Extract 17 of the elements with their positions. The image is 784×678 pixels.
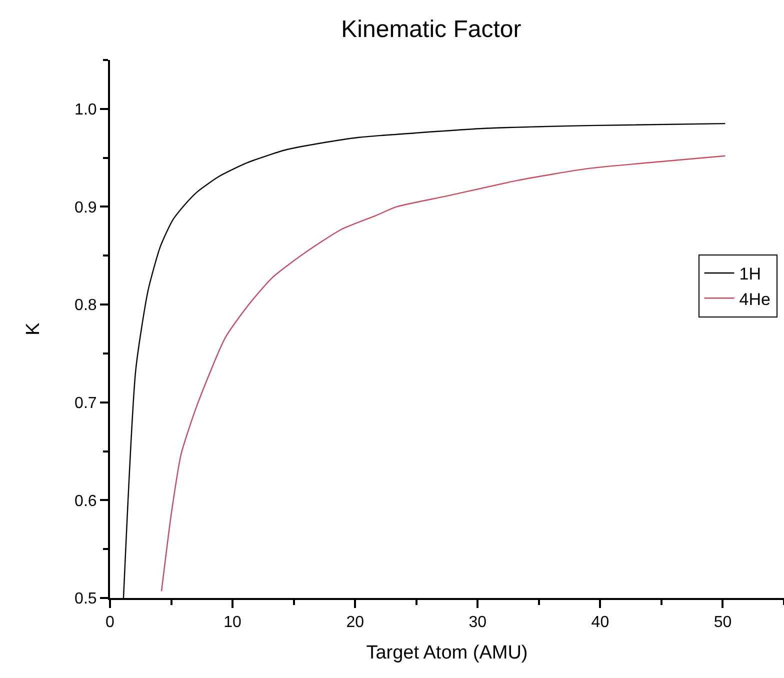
y-tick-label: 0.8 — [74, 297, 97, 314]
chart-title: Kinematic Factor — [341, 16, 522, 44]
x-tick-label: 30 — [468, 614, 487, 632]
legend-label: 4He — [739, 290, 770, 309]
x-tick-label: 50 — [714, 614, 732, 632]
x-tick-label: 40 — [591, 614, 610, 632]
y-axis-title: K — [22, 322, 44, 336]
legend-label: 1H — [739, 264, 761, 284]
y-tick-label: 0.9 — [74, 199, 97, 216]
y-tick-label: 1.0 — [74, 102, 97, 119]
x-tick-label: 10 — [224, 614, 242, 632]
x-tick-label: 0 — [106, 614, 115, 632]
y-tick-label: 0.6 — [74, 492, 97, 510]
x-tick-label: 20 — [346, 614, 364, 632]
y-tick-label: 0.5 — [74, 590, 97, 608]
x-axis-title: Target Atom (AMU) — [366, 642, 528, 664]
y-tick-label: 0.7 — [74, 394, 97, 412]
